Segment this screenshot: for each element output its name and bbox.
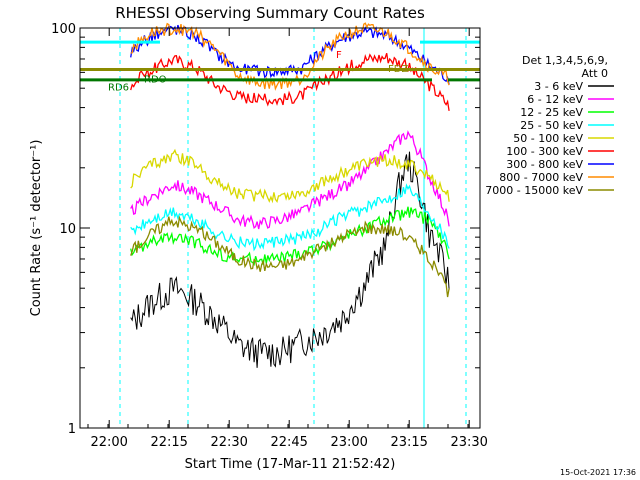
x-tick-label-5: 23:15 <box>390 435 427 450</box>
y-tick-label-2: 100 <box>51 22 76 37</box>
chart-title: RHESSI Observing Summary Count Rates <box>115 4 425 22</box>
legend-label: 7000 - 15000 keV <box>485 184 583 197</box>
flag-label-rd6: RD6 <box>108 82 129 93</box>
series-line-300-800-kev <box>130 24 450 85</box>
legend-item: 12 - 25 keV <box>520 106 614 119</box>
series-line-3-6-kev <box>130 151 450 368</box>
x-tick-label-6: 23:30 <box>450 435 487 450</box>
flag-label-f: F <box>336 50 342 61</box>
y-tick-label-0: 1 <box>68 422 76 437</box>
series-line-7000-15000-kev <box>130 215 450 298</box>
legend-item: 6 - 12 keV <box>527 93 614 106</box>
legend-item: 300 - 800 keV <box>506 158 614 171</box>
legend-label: 300 - 800 keV <box>506 158 583 171</box>
x-tick-label-2: 22:30 <box>210 435 247 450</box>
series-line-50-100-kev <box>130 148 450 204</box>
y-tick-label-1: 10 <box>59 222 76 237</box>
legend-item: 7000 - 15000 keV <box>485 184 614 197</box>
legend-item: 800 - 7000 keV <box>499 171 614 184</box>
y-axis-label: Count Rate (s⁻¹ detector⁻¹) <box>29 140 44 317</box>
legend-label: 50 - 100 keV <box>513 132 583 145</box>
series-line-25-50-kev <box>130 183 450 252</box>
legend-item: 50 - 100 keV <box>513 132 614 145</box>
x-tick-label-1: 22:15 <box>150 435 187 450</box>
series-line-6-12-kev <box>130 130 450 230</box>
x-tick-label-3: 22:45 <box>270 435 307 450</box>
flag-label-fdz: FDZ <box>388 64 408 75</box>
legend-item: 3 - 6 keV <box>534 80 614 93</box>
legend-label: 25 - 50 keV <box>520 119 583 132</box>
legend-item: 100 - 300 keV <box>506 145 614 158</box>
legend-item: 25 - 50 keV <box>520 119 614 132</box>
x-tick-label-0: 22:00 <box>90 435 127 450</box>
x-axis-label: Start Time (17-Mar-11 21:52:42) <box>185 457 396 472</box>
legend-label: 12 - 25 keV <box>520 106 583 119</box>
legend-label: 3 - 6 keV <box>534 80 583 93</box>
legend-label: 800 - 7000 keV <box>499 171 583 184</box>
legend-header-line1: Det 1,3,4,5,6,9, <box>522 54 608 67</box>
plot-area: F FDZ RDO RD6 22:00 22:15 22:30 22:45 23:00 23:15… <box>51 22 488 450</box>
legend-label: 6 - 12 keV <box>527 93 583 106</box>
legend-header-line2: Att 0 <box>582 67 608 80</box>
x-tick-label-4: 23:00 <box>330 435 367 450</box>
render-timestamp: 15-Oct-2021 17:36 <box>560 468 636 477</box>
flag-label-rdo: RDO <box>144 74 167 85</box>
series-line-12-25-kev <box>130 206 450 266</box>
legend-label: 100 - 300 keV <box>506 145 583 158</box>
